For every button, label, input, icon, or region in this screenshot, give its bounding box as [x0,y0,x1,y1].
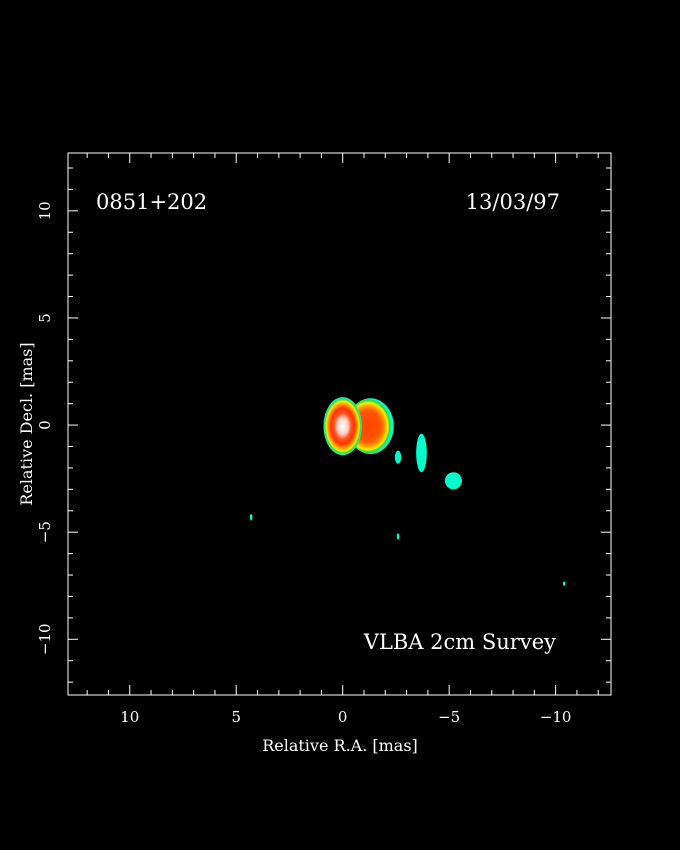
y-tick-label: 10 [36,201,54,220]
x-tick-labels: 10 5 0 −5 −10 [120,708,571,726]
survey-label: VLBA 2cm Survey [363,630,556,654]
y-tick-label: 5 [36,313,54,323]
component-noise-2 [396,533,400,540]
plot-frame [67,152,612,696]
emission-components [249,397,566,586]
component-noise-1 [249,513,253,521]
y-tick-labels: 10 5 0 −5 −10 [36,201,54,655]
y-tick-label: −5 [36,521,54,543]
y-tick-label: 0 [36,420,54,430]
component-core-peak [323,397,362,456]
epoch-label: 13/03/97 [466,190,560,214]
x-tick-label: −10 [540,708,572,726]
x-tick-label: 10 [120,708,139,726]
component-jet-knot-3 [444,472,462,490]
y-axis-label: Relative Decl. [mas] [17,342,36,505]
x-tick-label: 0 [338,708,348,726]
y-tick-label: −10 [36,623,54,655]
x-tick-label: −5 [438,708,460,726]
x-tick-label: 5 [231,708,241,726]
x-axis-label: Relative R.A. [mas] [262,736,418,755]
component-jet-knot-2 [416,433,427,473]
component-noise-3 [562,581,566,586]
axis-ticks [68,153,611,695]
component-jet-knot-1 [394,450,402,464]
source-name-label: 0851+202 [96,190,207,214]
